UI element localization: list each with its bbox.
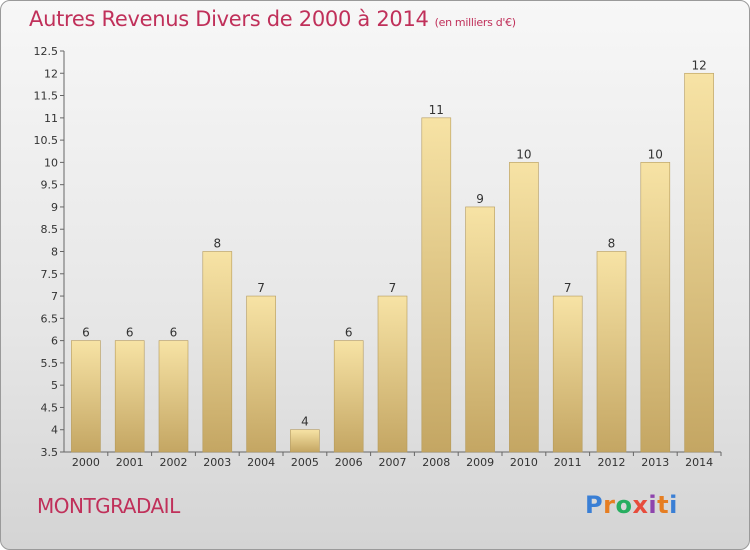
y-tick-label: 10 <box>44 156 58 169</box>
proxiti-logo[interactable]: Proxiti <box>585 491 678 519</box>
logo-letter: o <box>615 491 633 519</box>
bar-value-label: 8 <box>608 237 616 251</box>
chart-title-text: Autres Revenus Divers de 2000 à 2014 <box>29 7 429 31</box>
chart-subtitle: (en milliers d'€) <box>434 16 516 29</box>
bar <box>114 340 145 453</box>
y-tick-label: 9.5 <box>41 179 59 192</box>
y-tick-label: 10.5 <box>34 134 59 147</box>
bar-value-label: 7 <box>257 281 265 295</box>
bar <box>465 206 495 453</box>
bar-value-label: 4 <box>301 415 309 429</box>
y-tick-label: 5 <box>51 379 58 392</box>
bar <box>246 295 276 453</box>
bar-value-label: 8 <box>213 237 221 251</box>
bar-value-label: 7 <box>564 281 572 295</box>
commune-name: MONTGRADAIL <box>37 494 180 518</box>
y-tick-label: 7 <box>51 290 58 303</box>
bar-value-label: 6 <box>82 326 90 340</box>
bar-value-label: 9 <box>476 192 484 206</box>
y-tick-label: 4 <box>51 424 58 437</box>
y-tick-label: 11 <box>44 112 58 125</box>
x-tick-label: 2001 <box>116 456 144 469</box>
x-tick-label: 2006 <box>335 456 363 469</box>
x-tick-label: 2014 <box>685 456 713 469</box>
y-tick-label: 4.5 <box>41 401 59 414</box>
x-tick-label: 2009 <box>466 456 494 469</box>
bar <box>377 295 408 453</box>
logo-letter: i <box>648 491 658 519</box>
x-tick-label: 2000 <box>72 456 100 469</box>
bar <box>290 429 320 453</box>
bar-value-label: 6 <box>126 326 134 340</box>
bar <box>596 251 627 453</box>
chart-title: Autres Revenus Divers de 2000 à 2014 (en … <box>29 7 516 31</box>
chart-bars: 6 6 6 8 7 4 6 7 11 9 10 7 8 10 12 <box>71 58 714 453</box>
x-tick-label: 2003 <box>203 456 231 469</box>
bar-value-label: 12 <box>691 58 706 72</box>
bar <box>202 251 233 453</box>
y-tick-label: 8.5 <box>41 223 59 236</box>
y-tick-label: 7.5 <box>41 268 59 281</box>
logo-letter: i <box>669 491 678 519</box>
x-tick-label: 2012 <box>598 456 626 469</box>
bar <box>684 72 714 453</box>
bar <box>421 117 452 453</box>
bar <box>640 162 671 453</box>
bar <box>552 295 583 453</box>
y-tick-label: 11.5 <box>34 90 59 103</box>
x-tick-label: 2005 <box>291 456 319 469</box>
bar-value-label: 6 <box>170 326 178 340</box>
logo-letter: x <box>632 491 649 519</box>
bar-value-label: 6 <box>345 326 353 340</box>
bar <box>158 340 189 453</box>
x-tick-label: 2013 <box>641 456 669 469</box>
bar-value-label: 11 <box>429 103 444 117</box>
x-tick-label: 2004 <box>247 456 275 469</box>
bar-value-label: 10 <box>648 147 663 161</box>
bar-value-label: 10 <box>516 147 531 161</box>
x-tick-label: 2007 <box>379 456 407 469</box>
y-tick-label: 8 <box>51 246 58 259</box>
y-tick-label: 3.5 <box>41 446 59 459</box>
bar <box>333 340 364 453</box>
y-tick-label: 6.5 <box>41 312 59 325</box>
x-tick-label: 2011 <box>554 456 582 469</box>
x-tick-label: 2010 <box>510 456 538 469</box>
y-tick-label: 9 <box>51 201 58 214</box>
y-tick-label: 5.5 <box>41 357 59 370</box>
logo-letter: t <box>657 491 670 519</box>
logo-letter: P <box>585 491 604 519</box>
x-tick-label: 2002 <box>160 456 188 469</box>
y-tick-label: 6 <box>51 335 58 348</box>
chart-axes: 3.5 4 4.5 5 5.5 6 6.5 7 7.5 8 8.5 9 9.5 10 10.5 11 11.5 1… <box>34 45 722 469</box>
y-tick-label: 12.5 <box>34 45 59 58</box>
y-tick-label: 12 <box>44 67 58 80</box>
bar <box>71 340 101 453</box>
bar <box>509 162 539 453</box>
logo-letter: r <box>603 491 616 519</box>
x-tick-label: 2008 <box>422 456 450 469</box>
bar-value-label: 7 <box>389 281 397 295</box>
